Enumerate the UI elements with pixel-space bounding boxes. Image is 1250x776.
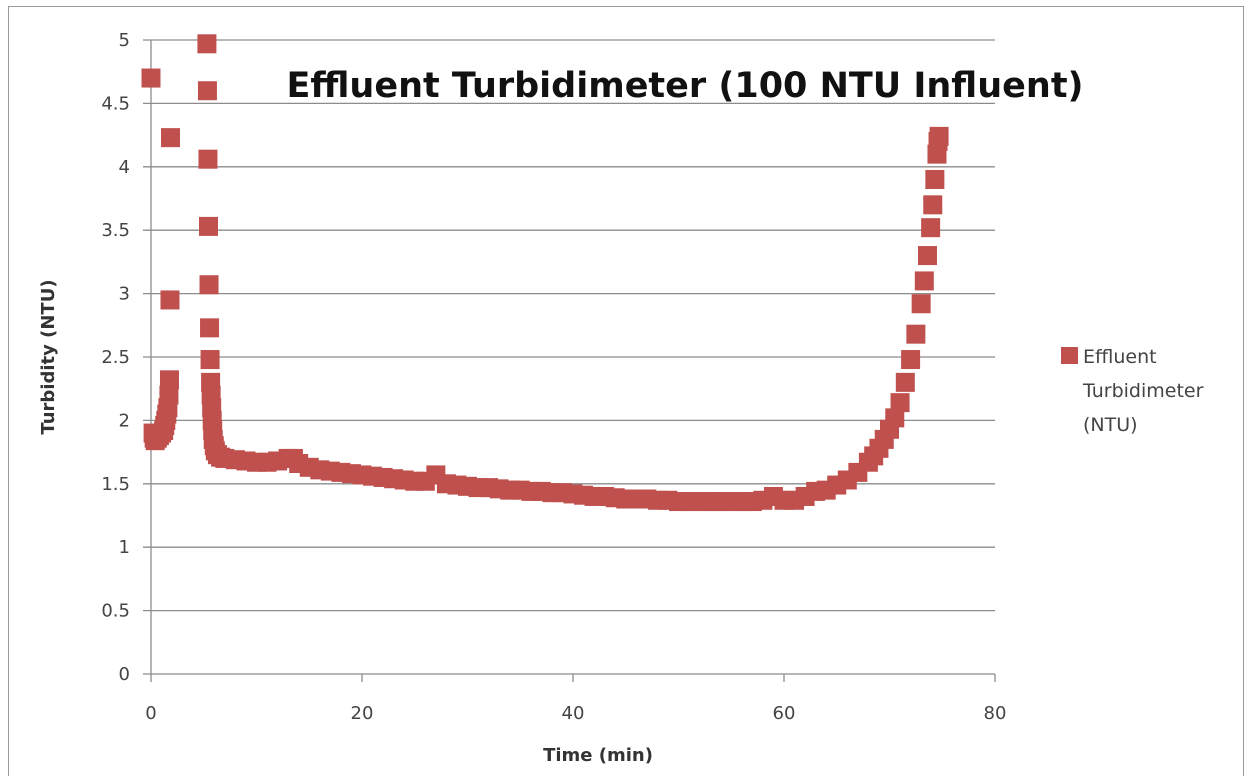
y-tick-labels: 0 0.5 1 1.5 2 2.5 3 3.5 4 4.5 5 [101, 30, 130, 685]
y-tick-label: 3.5 [101, 220, 130, 241]
y-tick-label: 2 [119, 410, 130, 431]
legend-label-line-3: (NTU) [1083, 414, 1138, 436]
x-tick-label: 0 [145, 703, 156, 724]
x-tick-label: 40 [562, 703, 585, 724]
legend-label-line-2: Turbidimeter [1082, 380, 1204, 402]
legend-label-line-1: Effluent [1083, 346, 1157, 368]
x-tick-label: 60 [773, 703, 796, 724]
data-point [141, 68, 161, 88]
data-point [885, 408, 905, 428]
data-point [911, 294, 931, 314]
grid-lines [143, 39, 995, 612]
legend: Effluent Turbidimeter (NTU) [1061, 346, 1204, 436]
data-point [160, 290, 180, 310]
data-point [200, 350, 220, 370]
chart-title: Effluent Turbidimeter (100 NTU Influent) [286, 66, 1083, 106]
y-tick-label: 3 [119, 284, 130, 305]
chart-frame [8, 6, 1244, 776]
y-tick-label: 4.5 [101, 93, 130, 114]
data-point [925, 169, 945, 189]
y-tick-label: 0 [119, 664, 130, 685]
data-point [199, 275, 219, 295]
data-point [901, 350, 921, 370]
data-point [197, 34, 217, 54]
data-points [141, 34, 949, 512]
data-point [198, 149, 218, 169]
y-tick-label: 1.5 [101, 474, 130, 495]
data-point [914, 271, 934, 291]
legend-marker [1061, 347, 1078, 364]
y-tick-label: 2.5 [101, 347, 130, 368]
y-tick-label: 0.5 [101, 601, 130, 622]
data-point [159, 385, 179, 405]
y-tick-label: 5 [119, 30, 130, 51]
data-point [159, 370, 179, 390]
data-point [200, 318, 220, 338]
data-point [921, 218, 941, 238]
x-tick-label: 20 [351, 703, 374, 724]
y-tick-label: 4 [119, 157, 130, 178]
x-axis-title: Time (min) [543, 745, 653, 766]
data-point [906, 324, 926, 344]
x-tick-label: 80 [984, 703, 1007, 724]
axes [143, 40, 996, 682]
data-point [929, 126, 949, 146]
y-tick-label: 1 [119, 537, 130, 558]
data-point [198, 216, 218, 236]
data-point [895, 372, 915, 392]
data-point [917, 246, 937, 266]
data-point [161, 128, 181, 148]
x-tick-labels: 0 20 40 60 80 [145, 703, 1006, 724]
y-axis-title: Turbidity (NTU) [38, 279, 59, 434]
data-point [890, 393, 910, 413]
data-point [923, 195, 943, 215]
data-point [197, 81, 217, 101]
